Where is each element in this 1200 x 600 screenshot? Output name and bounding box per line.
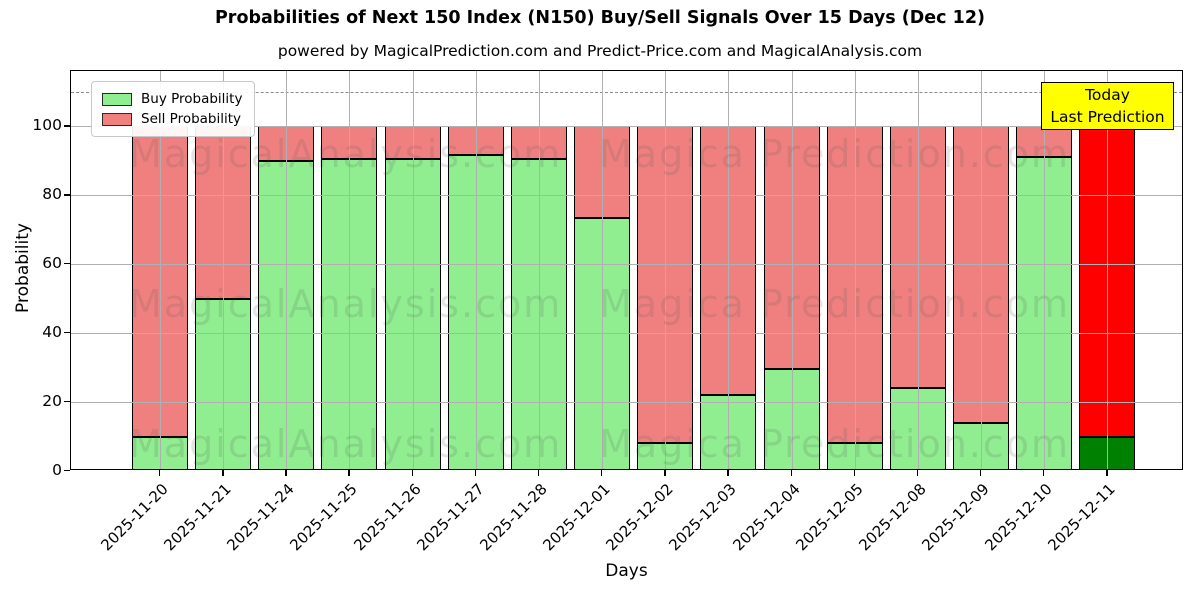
plot-area: MagicalAnalysis.com Magica Prediction.com… [70, 70, 1183, 470]
x-tick-label: 2025-11-20 [97, 480, 172, 555]
y-tick-label: 40 [42, 323, 62, 342]
x-tick-mark [664, 470, 666, 476]
legend-item-sell: Sell Probability [102, 109, 242, 129]
y-tick-mark [64, 194, 70, 196]
x-tick-mark [916, 470, 919, 476]
y-tick-mark [64, 470, 70, 472]
h-gridline [71, 195, 1182, 197]
y-tick-label: 20 [42, 392, 62, 411]
v-gridline [286, 71, 288, 469]
v-gridline [1044, 71, 1046, 469]
chart-subtitle: powered by MagicalPrediction.com and Pre… [277, 42, 923, 60]
v-gridline [791, 71, 793, 469]
h-gridline [71, 264, 1182, 266]
x-tick-label: 2025-11-28 [476, 480, 551, 555]
x-tick-mark [348, 470, 350, 476]
v-gridline [728, 71, 730, 469]
sell-swatch-icon [102, 112, 132, 126]
x-tick-mark [474, 470, 477, 476]
x-tick-label: 2025-12-02 [602, 480, 677, 555]
today-annotation: Today Last Prediction [1041, 82, 1174, 130]
x-tick-label: 2025-11-27 [413, 480, 488, 555]
x-tick-mark [411, 470, 413, 476]
x-tick-mark [979, 470, 982, 476]
x-axis-label: Days [605, 561, 648, 581]
x-tick-mark [222, 470, 224, 476]
dashed-threshold-line [71, 91, 1182, 93]
legend-label-sell: Sell Probability [141, 111, 242, 127]
x-tick-label: 2025-11-24 [223, 480, 299, 555]
h-gridline [71, 402, 1182, 404]
chart-title: Probabilities of Next 150 Index (N150) B… [214, 8, 985, 28]
x-tick-mark [601, 470, 603, 476]
v-gridline [412, 71, 414, 469]
v-gridline [665, 71, 667, 469]
x-tick-mark [1043, 470, 1045, 476]
v-gridline [602, 71, 604, 469]
x-tick-label: 2025-12-04 [728, 480, 804, 555]
y-axis-label: Probability [13, 223, 33, 313]
v-gridline [223, 71, 225, 469]
y-tick-label: 0 [52, 461, 62, 479]
legend-item-buy: Buy Probability [102, 89, 242, 109]
h-gridline [71, 333, 1182, 335]
x-tick-label: 2025-11-25 [286, 480, 362, 555]
x-tick-label: 2025-12-11 [1044, 480, 1119, 555]
x-tick-label: 2025-12-10 [981, 480, 1056, 555]
x-tick-mark [1106, 470, 1108, 476]
buy-swatch-icon [102, 92, 132, 106]
x-tick-mark [285, 470, 287, 476]
x-tick-mark [790, 470, 792, 476]
x-tick-label: 2025-12-01 [539, 480, 614, 555]
x-tick-mark [537, 470, 540, 476]
y-tick-label: 100 [32, 116, 62, 135]
v-gridline [917, 71, 919, 469]
watermark-text: Magica Prediction.com [599, 282, 1071, 326]
y-tick-label: 60 [42, 254, 62, 273]
y-tick-mark [64, 125, 70, 127]
legend: Buy Probability Sell Probability [91, 81, 256, 137]
x-tick-label: 2025-12-05 [791, 480, 867, 555]
x-tick-mark [159, 470, 161, 476]
today-annotation-line2: Last Prediction [1050, 108, 1165, 126]
x-tick-mark [727, 470, 729, 476]
watermark-text: MagicalAnalysis.com [129, 132, 563, 176]
h-gridline [71, 126, 1182, 128]
watermark-text: MagicalAnalysis.com [129, 422, 563, 466]
watermark-text: Magica Prediction.com [599, 132, 1071, 176]
y-tick-mark [64, 332, 70, 334]
x-tick-label: 2025-12-08 [855, 480, 930, 555]
watermark-text: Magica Prediction.com [599, 422, 1071, 466]
y-tick-label: 80 [42, 185, 62, 204]
x-tick-label: 2025-12-03 [665, 480, 741, 555]
watermark-text: MagicalAnalysis.com [129, 282, 563, 326]
x-tick-label: 2025-12-09 [918, 480, 993, 555]
v-gridline [475, 71, 477, 469]
x-tick-label: 2025-11-21 [160, 480, 235, 555]
today-annotation-line1: Today [1085, 86, 1130, 104]
y-tick-mark [64, 263, 70, 265]
v-gridline [980, 71, 982, 469]
y-tick-mark [64, 401, 70, 403]
v-gridline [538, 71, 540, 469]
v-gridline [1107, 71, 1109, 469]
x-tick-mark [853, 470, 856, 476]
v-gridline [854, 71, 856, 469]
legend-label-buy: Buy Probability [141, 91, 243, 107]
v-gridline [160, 71, 161, 469]
x-tick-label: 2025-11-26 [349, 480, 425, 555]
v-gridline [349, 71, 351, 469]
